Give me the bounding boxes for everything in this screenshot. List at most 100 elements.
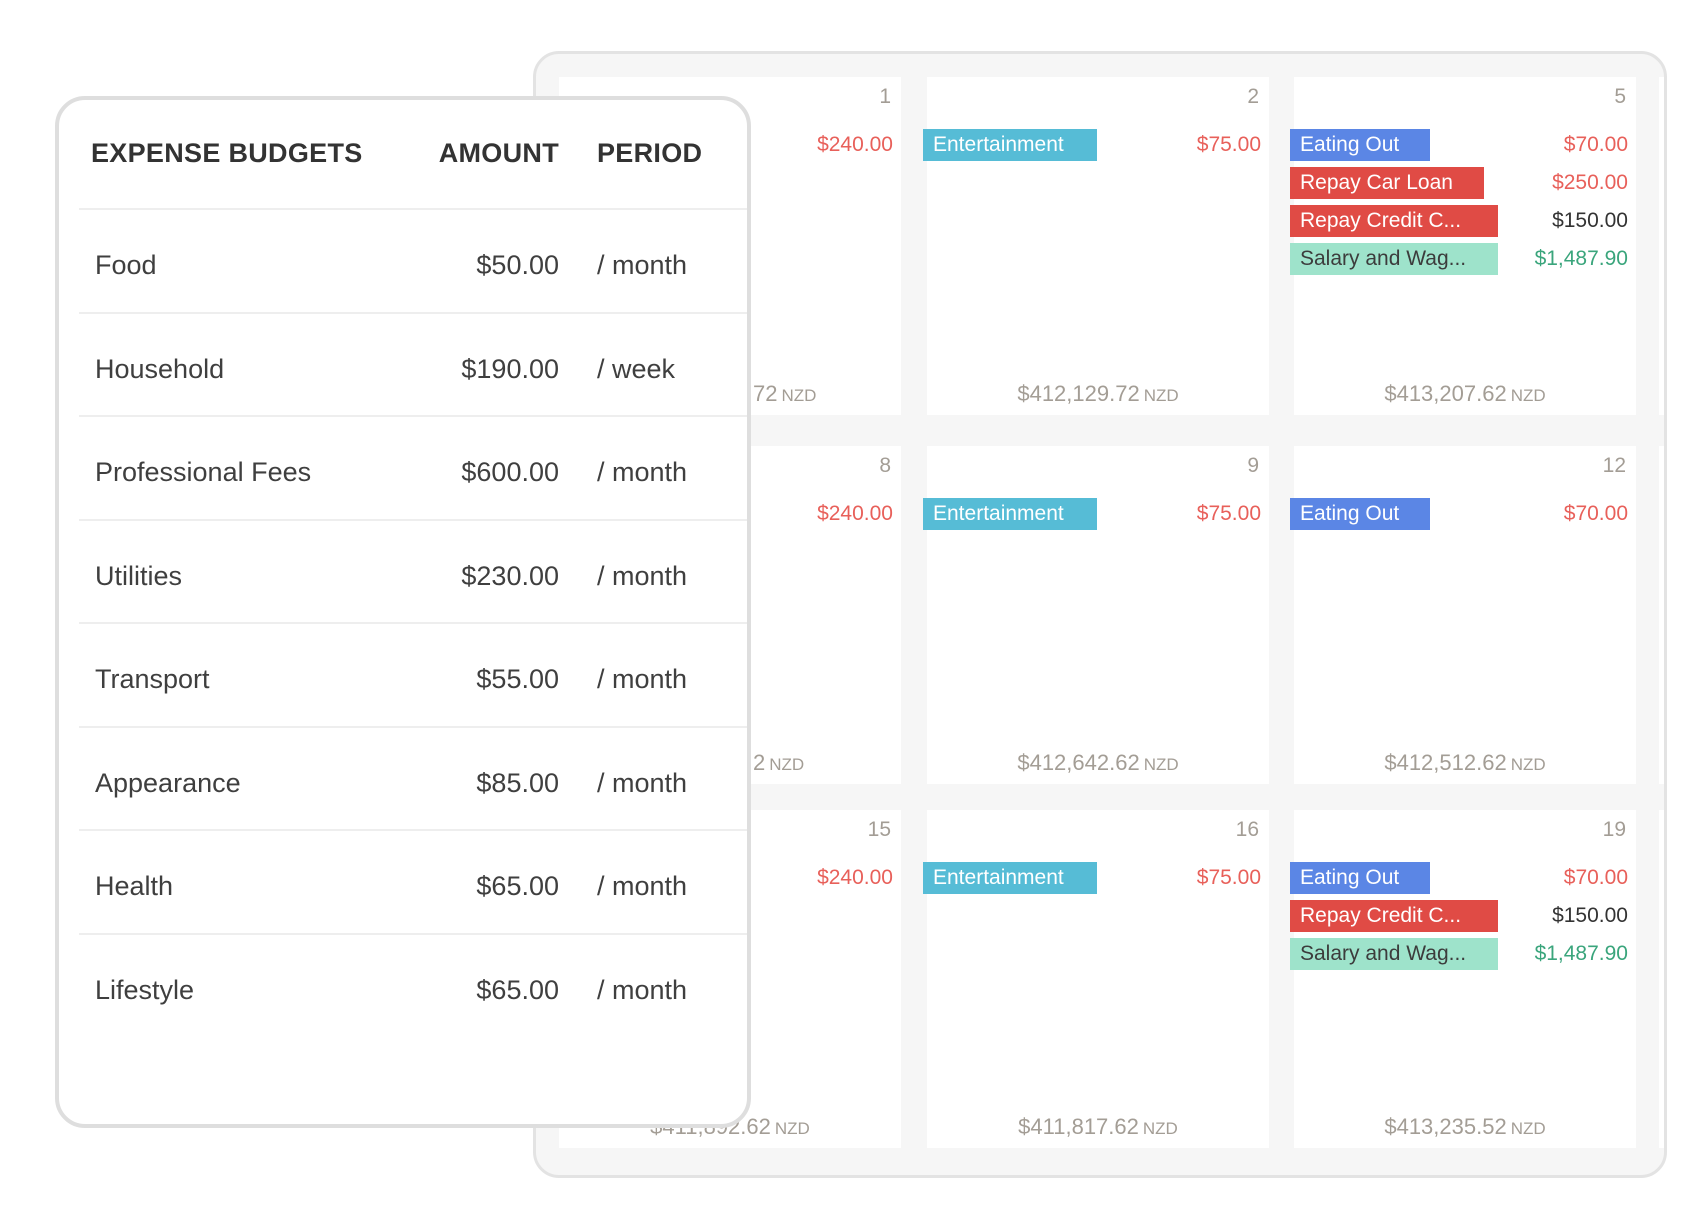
budget-amount: $190.00 <box>461 353 559 384</box>
day-balance: 2 NZD <box>753 750 804 776</box>
currency-label: NZD <box>1510 755 1546 774</box>
budget-category: Health <box>95 871 174 901</box>
entry-amount: $70.00 <box>1563 866 1628 889</box>
entry-amount: $1,487.90 <box>1534 247 1628 270</box>
calendar-entry[interactable]: Eating Out $70.00 <box>1290 498 1628 530</box>
category-tag[interactable]: Eating Out <box>1290 862 1430 894</box>
day-balance: 72 NZD <box>753 381 816 407</box>
budget-row[interactable]: Food $50.00 / month <box>79 208 747 321</box>
calendar-entry[interactable]: Repay Credit C... $150.00 <box>1290 900 1628 932</box>
entry-amount: $75.00 <box>1196 502 1261 525</box>
balance-value: $413,235.52 <box>1384 1114 1507 1139</box>
calendar-day-12[interactable]: 12 Eating Out $70.00 $412,512.62 NZD <box>1290 446 1636 784</box>
category-tag[interactable]: Repay Car Loan <box>1290 167 1484 199</box>
category-tag[interactable]: Entertainment <box>923 498 1097 530</box>
budget-amount: $600.00 <box>461 457 559 487</box>
calendar-entry[interactable]: Salary and Wag... $1,487.90 <box>1290 243 1628 275</box>
budget-row[interactable]: Health $65.00 / month <box>79 829 747 942</box>
day-balance: $412,129.72 NZD <box>927 381 1269 407</box>
category-tag[interactable]: Entertainment <box>923 129 1097 161</box>
balance-value: 72 <box>753 381 778 406</box>
budget-row[interactable]: Professional Fees $600.00 / month <box>79 415 747 528</box>
calendar-day-16[interactable]: 16 Entertainment $75.00 $411,817.62 NZD <box>923 810 1269 1148</box>
budget-row[interactable]: Utilities $230.00 / month <box>79 518 747 632</box>
currency-label: NZD <box>781 386 817 405</box>
budget-period: / month <box>597 560 688 591</box>
entry-amount: $1,487.90 <box>1534 942 1628 965</box>
entry-amount: $150.00 <box>1552 904 1628 927</box>
budget-amount: $55.00 <box>476 664 559 694</box>
day-balance: $412,512.62 NZD <box>1294 750 1636 776</box>
calendar-entry[interactable]: $240.00 <box>555 129 893 161</box>
budget-amount: $230.00 <box>461 560 559 591</box>
budget-category: Professional Fees <box>95 457 312 487</box>
budget-period: / month <box>597 664 688 694</box>
calendar-day-2[interactable]: 2 Entertainment $75.00 $412,129.72 NZD <box>923 77 1269 415</box>
entry-amount: $70.00 <box>1563 133 1628 156</box>
calendar-day-5[interactable]: 5 Eating Out $70.00 Repay Car Loan $250.00 Re… <box>1290 77 1636 415</box>
currency-label: NZD <box>769 755 805 774</box>
day-balance: $413,207.62 NZD <box>1294 381 1636 407</box>
category-tag[interactable]: Repay Credit C... <box>1290 900 1498 932</box>
calendar-entry[interactable]: Entertainment $75.00 <box>923 129 1261 161</box>
budget-row[interactable]: Household $190.00 / week <box>79 311 747 425</box>
entry-amount: $240.00 <box>817 866 893 889</box>
category-tag[interactable]: Eating Out <box>1290 129 1430 161</box>
budget-category: Household <box>95 353 225 384</box>
calendar-day-19[interactable]: 19 Eating Out $70.00 Repay Credit C... $150.… <box>1290 810 1636 1148</box>
day-number: 1 <box>879 85 891 108</box>
budget-row[interactable]: Transport $55.00 / month <box>79 622 747 735</box>
calendar-cell[interactable] <box>1659 77 1664 415</box>
budget-amount: $65.00 <box>476 871 559 901</box>
day-number: 8 <box>879 454 891 477</box>
currency-label: NZD <box>1143 755 1179 774</box>
category-tag[interactable]: Salary and Wag... <box>1290 938 1498 970</box>
day-balance: $411,817.62 NZD <box>927 1114 1269 1140</box>
calendar-day-9[interactable]: 9 Entertainment $75.00 $412,642.62 NZD <box>923 446 1269 784</box>
currency-label: NZD <box>1510 386 1546 405</box>
currency-label: NZD <box>774 1119 810 1138</box>
day-number: 9 <box>1247 454 1259 477</box>
calendar-entry[interactable]: Entertainment $75.00 <box>923 862 1261 894</box>
calendar-entry[interactable]: $240.00 <box>555 862 893 894</box>
header-period: PERIOD <box>597 138 703 168</box>
entry-amount: $70.00 <box>1563 502 1628 525</box>
calendar-entry[interactable]: Eating Out $70.00 <box>1290 129 1628 161</box>
calendar-entry[interactable]: $240.00 <box>555 498 893 530</box>
calendar-entry[interactable]: Entertainment $75.00 <box>923 498 1261 530</box>
calendar-entry[interactable]: Repay Credit C... $150.00 <box>1290 205 1628 237</box>
day-number: 5 <box>1614 85 1626 108</box>
calendar-entry[interactable]: Repay Car Loan $250.00 <box>1290 167 1628 199</box>
currency-label: NZD <box>1143 386 1179 405</box>
currency-label: NZD <box>1510 1119 1546 1138</box>
calendar-entry[interactable]: Eating Out $70.00 <box>1290 862 1628 894</box>
calendar-entry[interactable]: Salary and Wag... $1,487.90 <box>1290 938 1628 970</box>
expense-budgets-card: EXPENSE BUDGETS AMOUNT PERIOD Food $50.00… <box>55 96 751 1128</box>
budget-period: / week <box>597 353 676 384</box>
entry-amount: $250.00 <box>1552 171 1628 194</box>
balance-value: $412,642.62 <box>1017 750 1140 775</box>
budget-category: Utilities <box>95 560 183 591</box>
budget-category: Transport <box>95 664 210 694</box>
budget-row[interactable]: Lifestyle $65.00 / month <box>79 932 747 1046</box>
budget-category: Appearance <box>95 767 241 798</box>
calendar-cell[interactable] <box>1659 810 1664 1148</box>
budget-period: / month <box>597 767 688 798</box>
calendar-cell[interactable] <box>1659 446 1664 784</box>
day-number: 16 <box>1235 818 1259 841</box>
category-tag[interactable]: Salary and Wag... <box>1290 243 1498 275</box>
budget-row[interactable]: Appearance $85.00 / month <box>79 725 747 839</box>
category-tag[interactable]: Entertainment <box>923 862 1097 894</box>
entry-amount: $150.00 <box>1552 209 1628 232</box>
budget-amount: $85.00 <box>476 767 559 798</box>
category-tag[interactable]: Eating Out <box>1290 498 1430 530</box>
budget-period: / month <box>597 250 688 280</box>
budget-period: / month <box>597 871 688 901</box>
calendar-panel: 1 $240.00 72 NZD 2 Entertainment $75.00 $412,12… <box>533 51 1667 1178</box>
day-number: 2 <box>1247 85 1259 108</box>
category-tag[interactable]: Repay Credit C... <box>1290 205 1498 237</box>
entry-amount: $75.00 <box>1196 866 1261 889</box>
currency-label: NZD <box>1142 1119 1178 1138</box>
budget-category: Food <box>95 250 157 280</box>
balance-value: 2 <box>753 750 766 775</box>
